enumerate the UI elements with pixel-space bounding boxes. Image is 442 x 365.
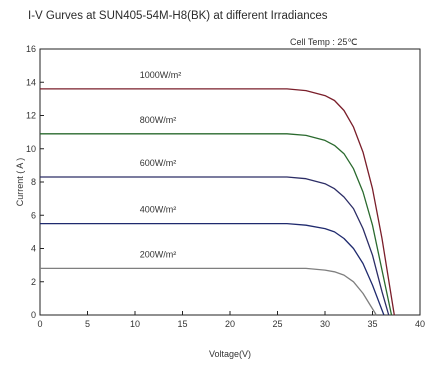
y-axis-label: Current ( A ) [15, 158, 25, 207]
y-tick-label: 16 [26, 44, 36, 54]
x-axis-label: Voltage(V) [209, 349, 251, 359]
x-tick-label: 30 [320, 319, 330, 329]
x-tick-label: 25 [272, 319, 282, 329]
series-label: 200W/m² [140, 249, 177, 259]
series-line [40, 176, 390, 316]
cell-temp-annotation: Cell Temp : 25℃ [290, 37, 357, 47]
x-tick-label: 20 [225, 319, 235, 329]
x-tick-label: 15 [177, 319, 187, 329]
series-label: 800W/m² [140, 115, 177, 125]
series-line [40, 267, 377, 316]
y-tick-label: 12 [26, 111, 36, 121]
series-line [40, 222, 385, 316]
chart-title: I-V Gurves at SUN405-54M-H8(BK) at diffe… [28, 10, 328, 22]
y-tick-label: 8 [31, 177, 36, 187]
series-labels: 1000W/m² 800W/m² 600W/m² 400W/m² 200W/m² [140, 70, 182, 260]
y-tick-label: 4 [31, 244, 36, 254]
y-tick-label: 2 [31, 277, 36, 287]
x-tick-label: 35 [367, 319, 377, 329]
y-tick-label: 14 [26, 77, 36, 87]
series-lines [40, 88, 395, 316]
x-tick-label: 5 [85, 319, 90, 329]
y-tick-label: 10 [26, 144, 36, 154]
series-label: 600W/m² [140, 158, 177, 168]
x-tick-label: 40 [415, 319, 425, 329]
series-line [40, 133, 393, 316]
series-label: 1000W/m² [140, 70, 182, 80]
y-tick-label: 0 [31, 310, 36, 320]
series-line [40, 88, 395, 316]
x-tick-label: 0 [37, 319, 42, 329]
x-tick-label: 10 [130, 319, 140, 329]
x-axis-ticks: 0 5 10 15 20 25 30 35 40 [37, 311, 425, 329]
y-tick-label: 6 [31, 210, 36, 220]
series-label: 400W/m² [140, 205, 177, 215]
y-axis-ticks: 0 2 4 6 8 10 12 14 16 [26, 44, 44, 320]
